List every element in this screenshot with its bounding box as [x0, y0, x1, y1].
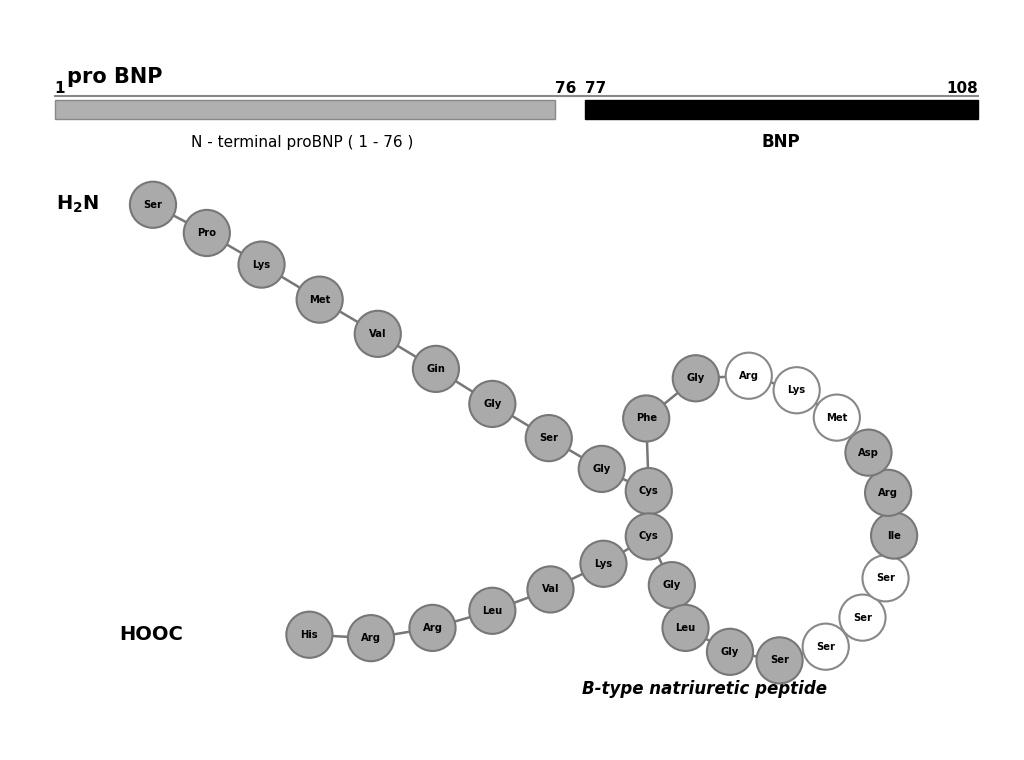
Text: Lys: Lys [594, 559, 612, 568]
Circle shape [527, 566, 573, 613]
Circle shape [673, 355, 719, 401]
Text: Phe: Phe [636, 413, 656, 423]
Text: Ser: Ser [816, 641, 836, 652]
Bar [54, 100, 555, 119]
Text: Gly: Gly [687, 373, 705, 383]
Text: Ser: Ser [143, 200, 163, 210]
Text: Asp: Asp [858, 448, 879, 458]
Text: Met: Met [826, 413, 848, 423]
Circle shape [871, 512, 918, 559]
Text: Arg: Arg [360, 633, 381, 643]
Text: Met: Met [309, 295, 331, 305]
Circle shape [348, 615, 394, 661]
Text: Ser: Ser [877, 573, 895, 584]
Circle shape [840, 594, 886, 641]
Text: 77: 77 [585, 81, 606, 97]
Circle shape [581, 540, 627, 587]
Circle shape [707, 629, 753, 675]
Circle shape [183, 210, 230, 256]
Text: Cys: Cys [639, 486, 658, 496]
Text: B-type natriuretic peptide: B-type natriuretic peptide [582, 680, 826, 698]
Circle shape [846, 429, 892, 476]
Text: Ser: Ser [770, 655, 790, 666]
Circle shape [757, 638, 803, 683]
Text: Arg: Arg [879, 488, 898, 498]
Text: His: His [301, 630, 318, 640]
Text: $\mathbf{H_2N}$: $\mathbf{H_2N}$ [56, 194, 99, 215]
Text: Lys: Lys [253, 260, 270, 270]
Text: N - terminal proBNP ( 1 - 76 ): N - terminal proBNP ( 1 - 76 ) [191, 135, 414, 150]
Text: 108: 108 [946, 81, 978, 97]
Text: Gly: Gly [593, 464, 611, 474]
Text: Ser: Ser [540, 433, 558, 443]
Circle shape [469, 587, 515, 634]
Circle shape [649, 562, 695, 608]
Text: Gin: Gin [426, 364, 445, 374]
Text: 76: 76 [555, 81, 577, 97]
Text: Gly: Gly [721, 647, 739, 657]
Circle shape [287, 612, 333, 658]
Circle shape [803, 624, 849, 670]
Circle shape [626, 468, 672, 515]
Text: Ile: Ile [887, 530, 901, 540]
Text: Gly: Gly [483, 399, 502, 409]
Circle shape [354, 311, 400, 357]
Text: 1: 1 [54, 81, 66, 97]
Text: pro BNP: pro BNP [68, 67, 163, 87]
Circle shape [410, 605, 456, 651]
Text: Gly: Gly [663, 580, 681, 591]
Text: Val: Val [369, 329, 386, 339]
Circle shape [297, 277, 343, 323]
Text: Cys: Cys [639, 531, 658, 541]
Text: Arg: Arg [423, 623, 442, 633]
Circle shape [663, 605, 709, 651]
Text: Leu: Leu [676, 623, 695, 633]
Text: Val: Val [542, 584, 559, 594]
Circle shape [814, 394, 860, 441]
Text: Lys: Lys [787, 385, 806, 395]
Circle shape [579, 446, 625, 492]
Circle shape [726, 353, 772, 399]
Circle shape [525, 415, 571, 461]
Text: Ser: Ser [853, 613, 872, 622]
Text: Arg: Arg [738, 371, 759, 381]
Circle shape [239, 242, 285, 288]
Circle shape [413, 346, 459, 392]
Circle shape [865, 470, 911, 516]
Text: Pro: Pro [198, 228, 216, 238]
Text: Leu: Leu [482, 606, 503, 616]
Circle shape [862, 556, 908, 601]
Bar [585, 100, 978, 119]
Circle shape [624, 395, 670, 442]
Text: HOOC: HOOC [119, 625, 182, 644]
Circle shape [130, 182, 176, 228]
Circle shape [773, 367, 820, 413]
Circle shape [469, 381, 515, 427]
Circle shape [626, 513, 672, 559]
Text: BNP: BNP [762, 133, 801, 151]
